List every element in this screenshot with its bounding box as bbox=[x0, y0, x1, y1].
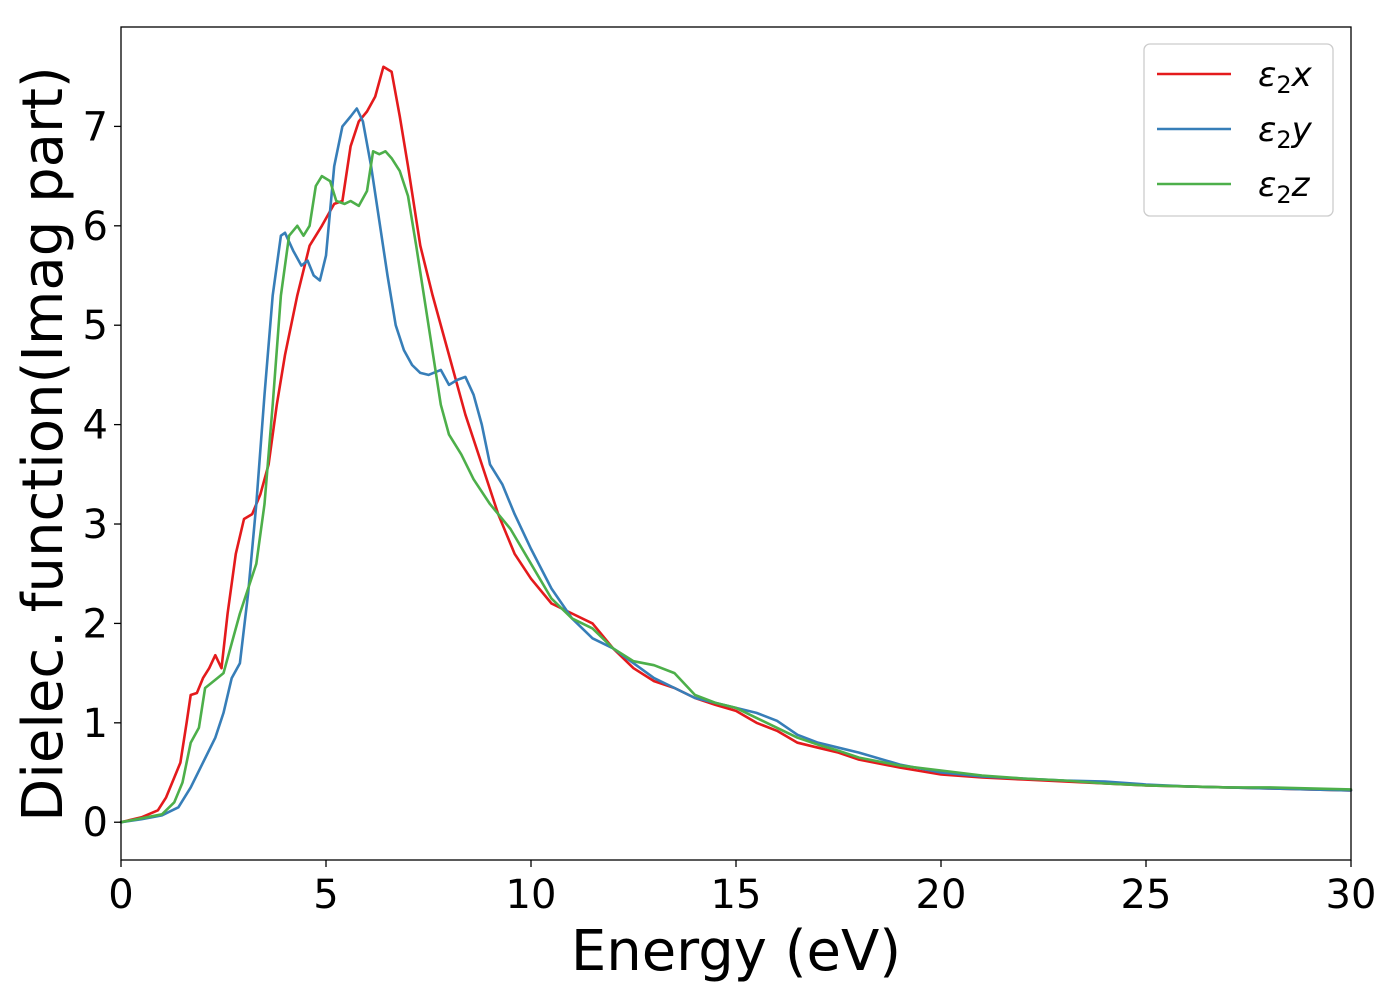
x-tick-label: 15 bbox=[711, 872, 762, 918]
y-tick-label: 1 bbox=[83, 701, 108, 747]
ticks-layer: 0 5 10 15 20 25 30 0 1 2 3 4 5 6 7 bbox=[83, 104, 1377, 918]
y-tick-label: 7 bbox=[83, 104, 108, 150]
legend-label-x: ε2x bbox=[1258, 55, 1313, 99]
legend-box bbox=[1143, 43, 1334, 217]
x-tick-label: 30 bbox=[1326, 872, 1377, 918]
x-tick-label: 25 bbox=[1121, 872, 1172, 918]
legend-label-y: ε2y bbox=[1258, 110, 1313, 154]
series-layer bbox=[119, 65, 1353, 824]
series-line-z bbox=[119, 150, 1353, 824]
y-tick-label: 5 bbox=[83, 303, 108, 349]
legend: ε2x ε2y ε2z bbox=[1143, 43, 1334, 217]
x-axis-label: Energy (eV) bbox=[571, 919, 901, 984]
y-axis-label: Dielec. function(Imag part) bbox=[11, 66, 76, 822]
y-tick-label: 3 bbox=[83, 502, 108, 548]
x-tick-label: 10 bbox=[506, 872, 557, 918]
y-tick-label: 0 bbox=[83, 800, 108, 846]
y-tick-label: 4 bbox=[83, 403, 108, 449]
series-line-y bbox=[119, 107, 1353, 824]
x-tick-label: 0 bbox=[108, 872, 133, 918]
legend-label-z: ε2z bbox=[1258, 165, 1311, 209]
series-line-x bbox=[119, 65, 1353, 824]
x-tick-label: 20 bbox=[916, 872, 967, 918]
y-tick-label: 6 bbox=[83, 204, 108, 250]
y-tick-label: 2 bbox=[83, 601, 108, 647]
x-tick-label: 5 bbox=[313, 872, 338, 918]
